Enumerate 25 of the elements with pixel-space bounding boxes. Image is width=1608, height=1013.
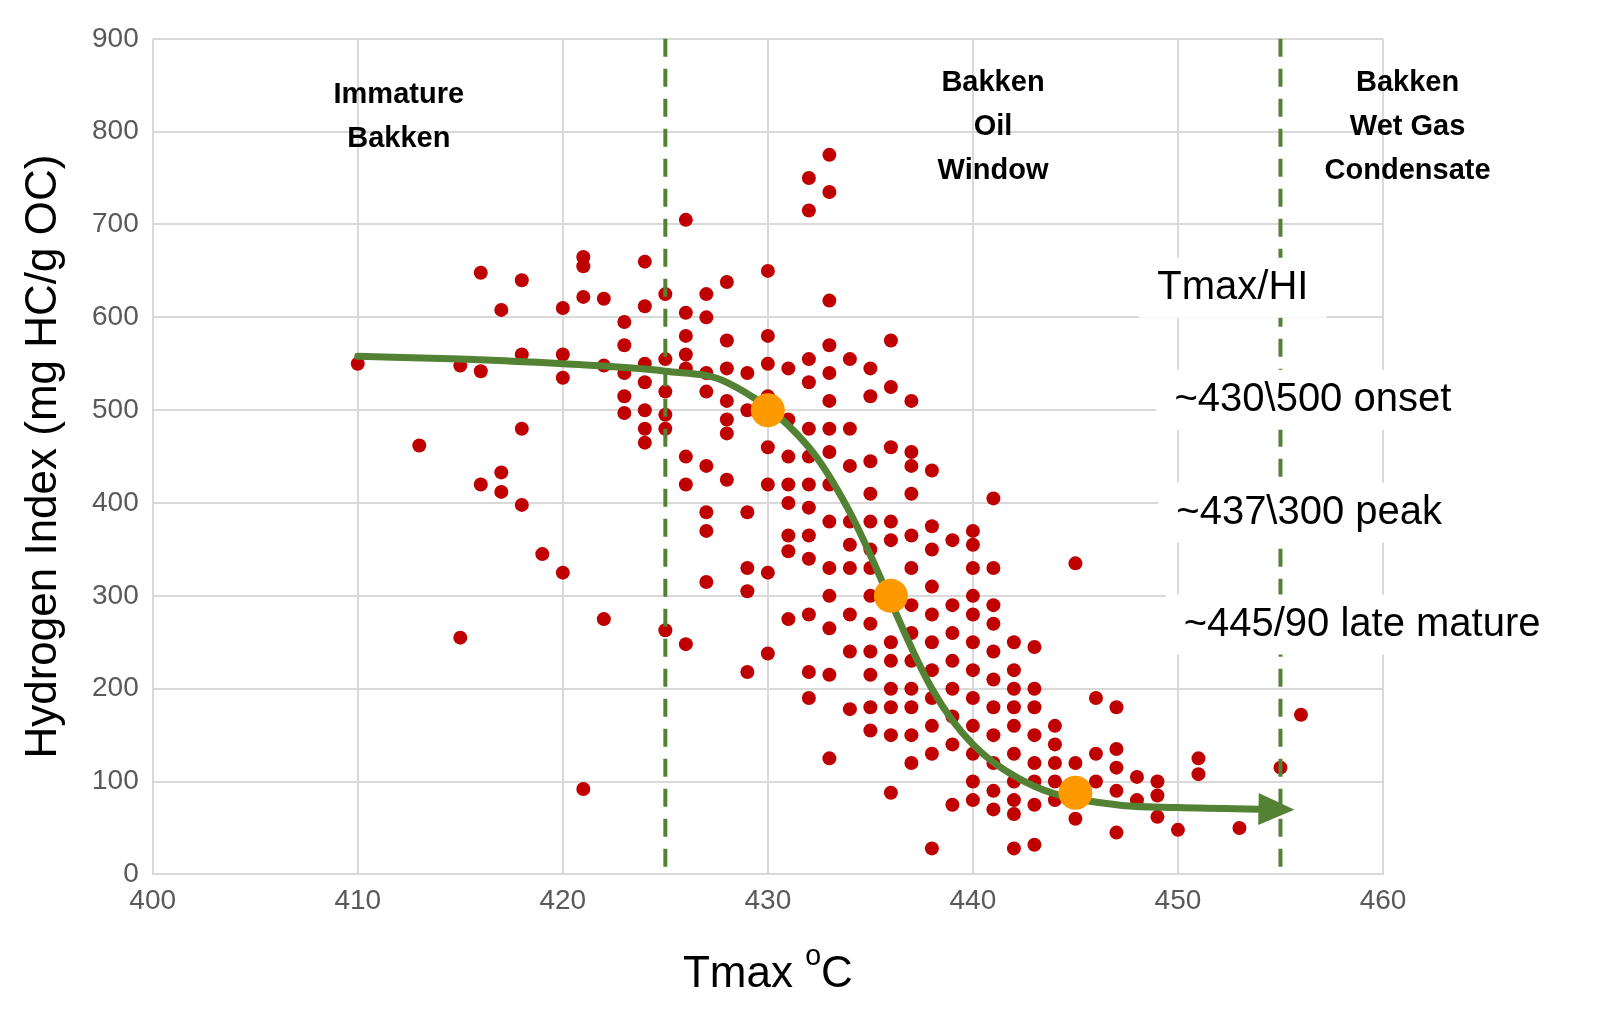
point <box>750 393 785 428</box>
y-tick-label: 500 <box>92 392 139 424</box>
x-tick-label: 430 <box>744 883 792 915</box>
x-tick-label: 420 <box>539 883 587 915</box>
annotation: Tmax/HI <box>1157 262 1309 307</box>
annotation: Immature Bakken <box>333 77 465 154</box>
y-tick-label: 800 <box>92 114 139 146</box>
y-tick-label: 900 <box>92 21 139 53</box>
y-axis-title: Hydrogen Index (mg HC/g OC) <box>16 154 66 759</box>
annotation: ~445/90 late mature <box>1183 599 1541 644</box>
y-tick-label: 600 <box>92 300 139 332</box>
y-tick-label: 100 <box>92 764 139 796</box>
y-tick-label: 300 <box>92 578 139 610</box>
y-tick-label: 400 <box>92 485 139 517</box>
x-tick-label: 450 <box>1154 883 1202 915</box>
annotation: Bakken Oil Window <box>937 65 1049 186</box>
annotation: Bakken Wet Gas Condensate <box>1324 65 1491 186</box>
y-tick-label: 200 <box>92 671 139 703</box>
annotation: ~437\300 peak <box>1176 487 1444 532</box>
x-tick-label: 440 <box>949 883 997 915</box>
point <box>873 578 908 613</box>
x-tick-label: 460 <box>1359 883 1407 915</box>
annotation: ~430\500 onset <box>1174 374 1452 419</box>
x-tick-label: 410 <box>334 883 382 915</box>
y-tick-label: 700 <box>92 207 139 239</box>
